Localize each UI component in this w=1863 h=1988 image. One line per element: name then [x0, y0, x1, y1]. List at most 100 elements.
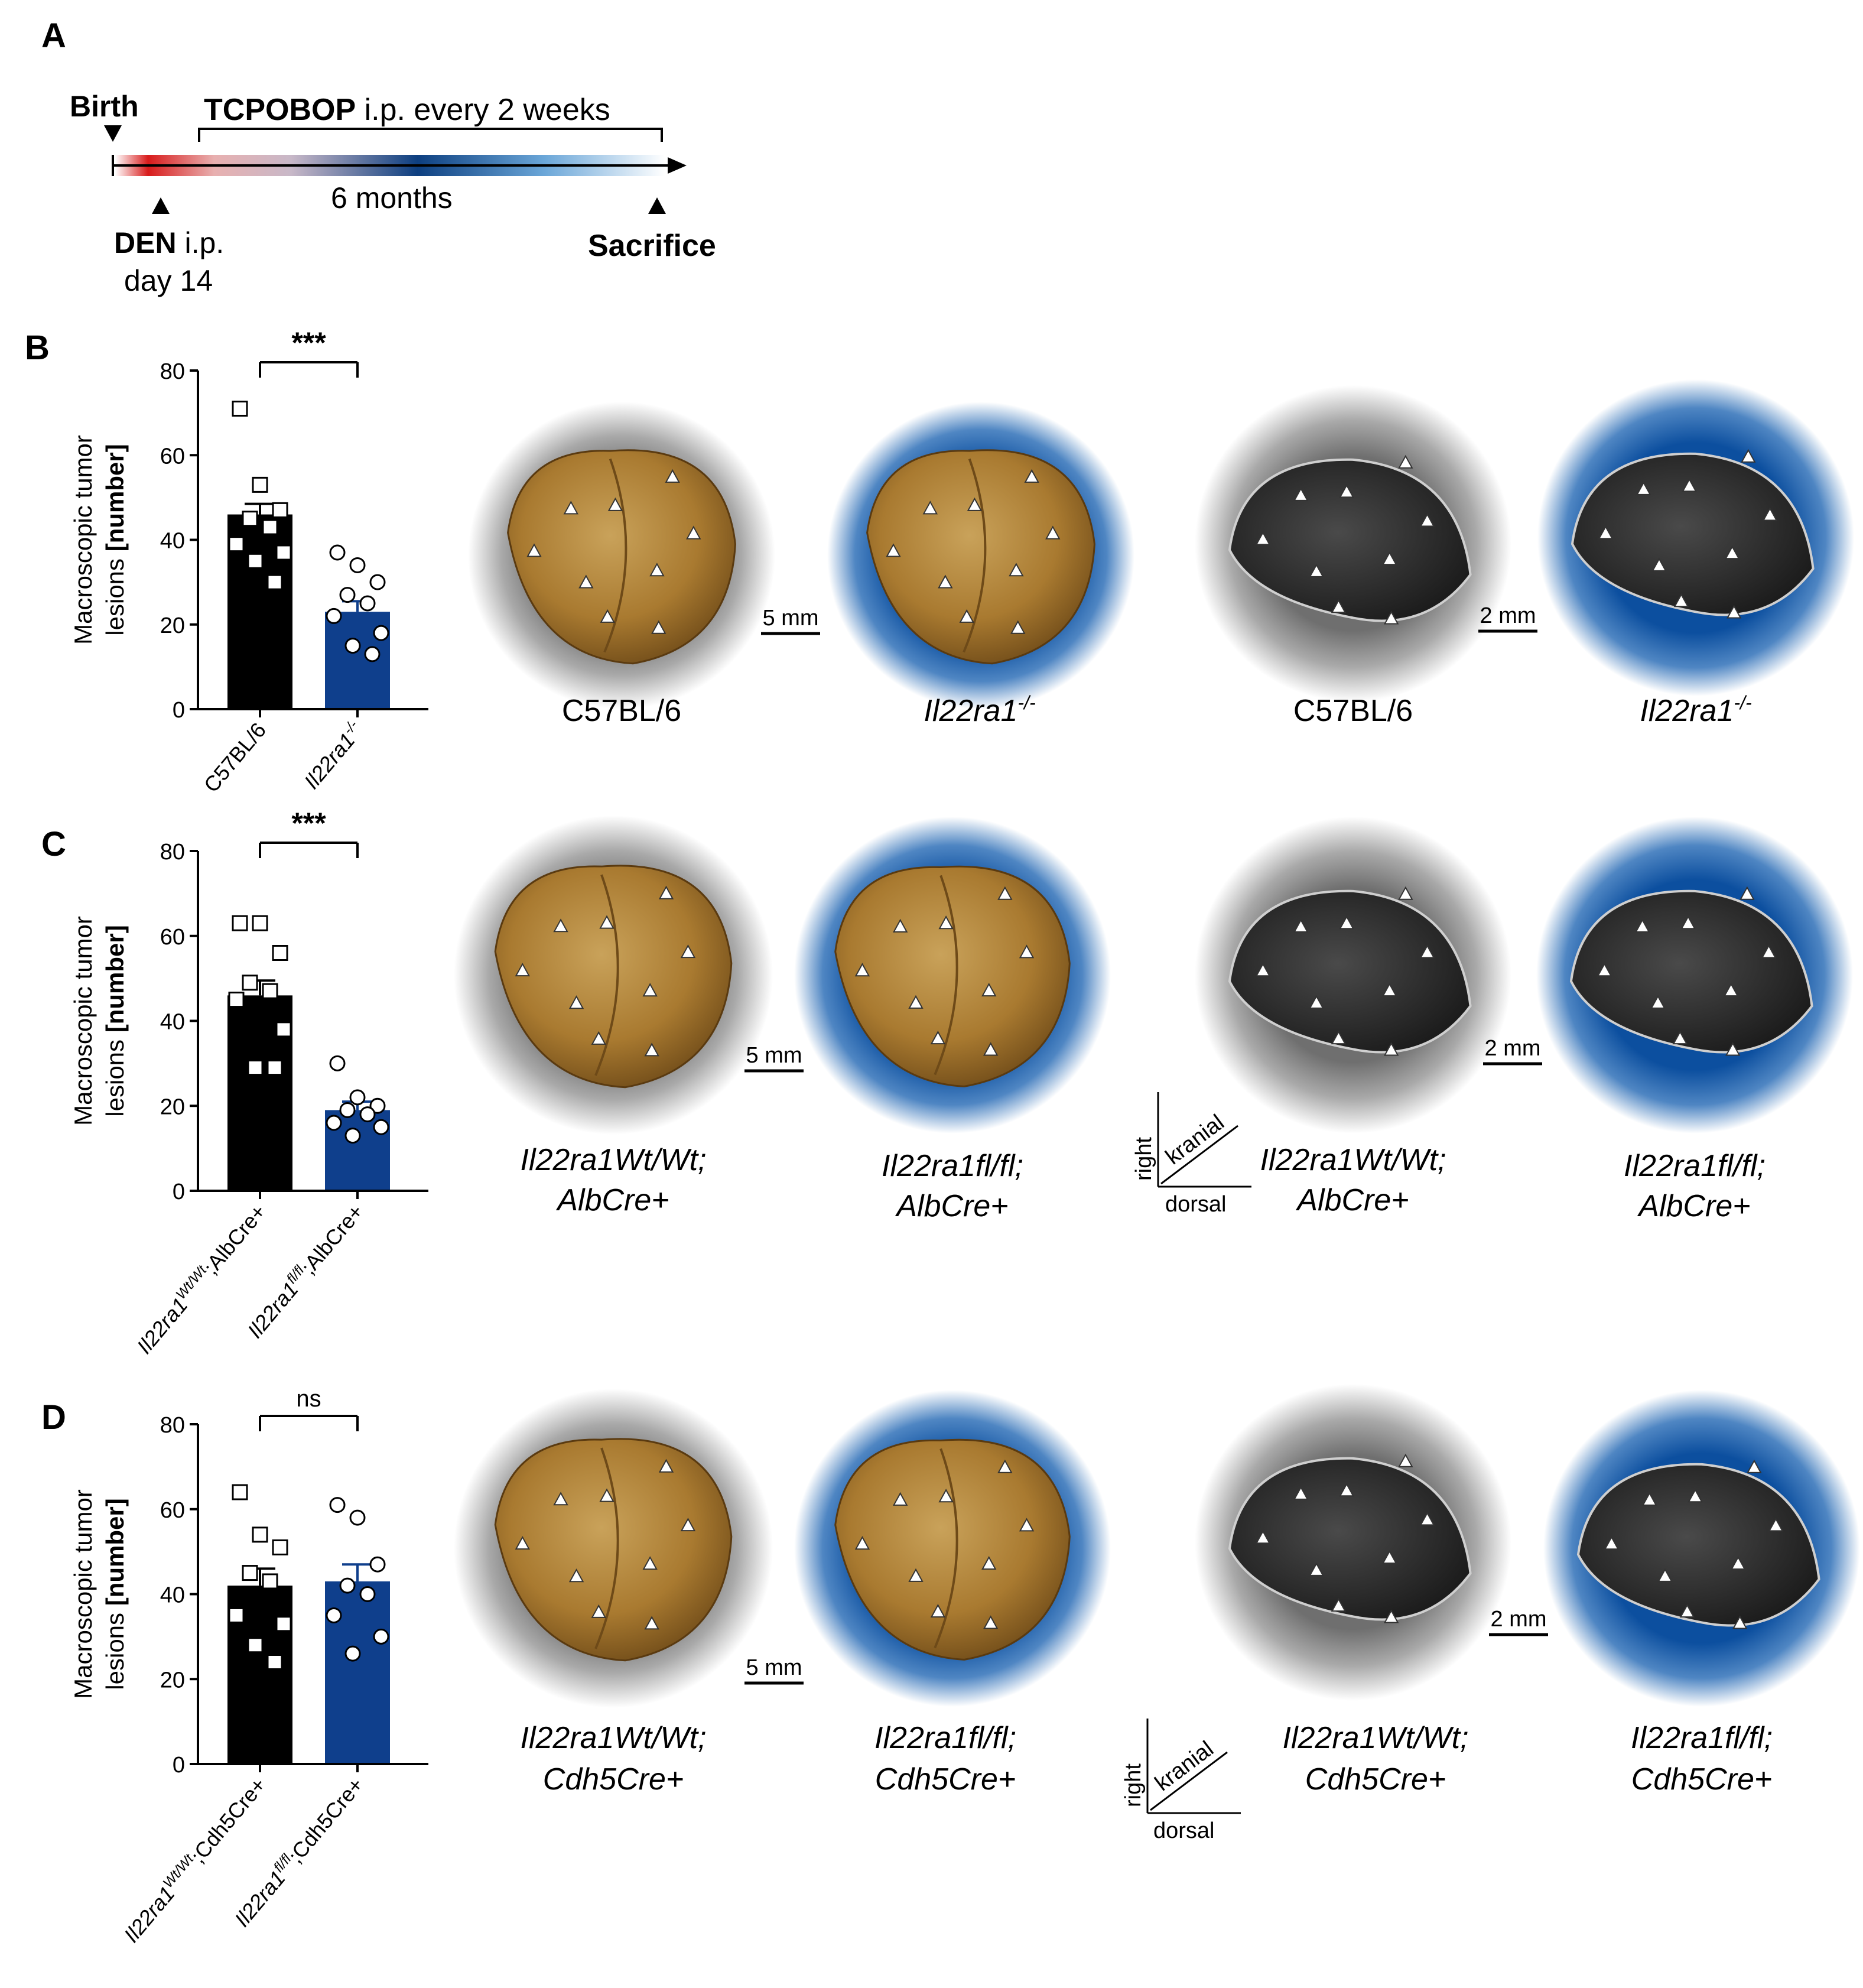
label-c-liver-wt-2: AlbCre+	[555, 1183, 669, 1217]
data-point	[228, 536, 245, 553]
den-marker	[152, 197, 170, 214]
data-point	[344, 638, 361, 654]
scale-bar-label: 2 mm	[1491, 1607, 1547, 1632]
mri-slice	[1571, 452, 1815, 616]
scale-bar-label: 2 mm	[1485, 1036, 1541, 1061]
tumor-arrowhead	[1398, 1453, 1413, 1467]
tumor-arrowhead	[1680, 915, 1696, 930]
data-point	[359, 1586, 376, 1602]
y-tick-label: 0	[173, 1180, 185, 1204]
tumor-arrowhead	[1309, 563, 1324, 577]
label-d-mri-ko-1: Il22ra1fl/fl;	[1631, 1721, 1773, 1755]
tumor-arrowhead	[1398, 454, 1413, 469]
scale-bar-label: 5 mm	[746, 1043, 802, 1068]
data-point	[339, 587, 356, 603]
data-point	[329, 1497, 346, 1513]
orientation-dorsal-c: dorsal	[1165, 1192, 1227, 1217]
data-point	[359, 595, 376, 612]
tumor-arrowhead	[1382, 551, 1397, 566]
y-axis-label-line1: Macroscopic tumor	[69, 1489, 97, 1699]
tumor-arrowhead	[1019, 1518, 1035, 1532]
tumor-arrowhead	[1672, 1031, 1688, 1045]
y-tick-label: 0	[173, 698, 185, 723]
label-c-mri-ko-1: Il22ra1fl/fl;	[1624, 1149, 1766, 1183]
image-b-liver-wt	[468, 402, 775, 709]
tumor-arrowhead	[1419, 513, 1435, 527]
y-tick-label: 80	[160, 840, 185, 865]
tumor-arrowhead	[892, 1492, 908, 1506]
tumor-arrowhead	[1688, 1489, 1703, 1503]
y-tick-label: 40	[160, 529, 185, 554]
label-d-mri-ko-2: Cdh5Cre+	[1631, 1762, 1772, 1797]
label-b-mri-ko: Il22ra1-/-	[1640, 692, 1751, 728]
tumor-arrowhead	[1309, 995, 1324, 1009]
data-point	[272, 945, 288, 961]
birth-label: Birth	[70, 90, 139, 123]
bar-chart-c: 0 20 40 60 80 Macroscopic tumor lesions [numbe…	[69, 807, 428, 1359]
data-point	[349, 557, 366, 573]
label-d-liver-ko-1: Il22ra1fl/fl;	[874, 1721, 1016, 1755]
label-d-liver-wt-1: Il22ra1Wt/Wt;	[521, 1721, 707, 1755]
tumor-arrowhead	[680, 944, 696, 959]
label-c-liver-wt-1: Il22ra1Wt/Wt;	[521, 1143, 707, 1177]
data-point	[339, 1102, 356, 1118]
data-point	[275, 1616, 292, 1632]
significance-label: ***	[291, 326, 326, 359]
data-point	[266, 1060, 283, 1076]
orientation-right-c: right	[1132, 1137, 1156, 1181]
liver-lobe-line	[594, 874, 619, 1076]
mri-slice	[1228, 458, 1472, 622]
tumor-arrowhead	[553, 1492, 568, 1506]
image-panels: 5 mm 2 mm 5 mm 2 mm 5 mm 2 mm	[454, 379, 1860, 1708]
y-axis-label-line1: Macroscopic tumor	[69, 916, 97, 1126]
tumor-arrowhead	[1383, 1042, 1399, 1056]
liver-photo	[834, 865, 1071, 1087]
image-b-mri-wt	[1195, 385, 1511, 702]
tumor-arrowhead	[1293, 1486, 1309, 1500]
panel-label-b: B	[25, 329, 50, 367]
tumor-arrowhead	[658, 1458, 674, 1473]
liver-lobe-line	[934, 1448, 958, 1649]
tumor-arrowhead	[1024, 469, 1039, 483]
tumor-arrowhead	[1598, 525, 1614, 540]
tumor-arrowhead	[1045, 525, 1061, 540]
tumor-arrowhead	[515, 963, 530, 977]
tumor-arrowhead	[1010, 620, 1026, 634]
tumor-arrowhead	[1732, 1615, 1748, 1629]
tumor-arrowhead	[568, 1568, 584, 1583]
tumor-arrowhead	[686, 525, 701, 540]
label-d-liver-wt-2: Cdh5Cre+	[543, 1762, 684, 1797]
tumor-arrowhead	[1657, 1568, 1673, 1582]
tumor-arrowhead	[1673, 593, 1689, 608]
label-d-liver-ko-2: Cdh5Cre+	[875, 1762, 1016, 1797]
tumor-arrowhead	[642, 1556, 658, 1570]
tumor-arrowhead	[930, 1604, 946, 1618]
tumor-arrowhead	[526, 543, 542, 557]
tumor-arrowhead	[1382, 1550, 1397, 1564]
data-point	[262, 1573, 278, 1590]
tumor-arrowhead	[600, 609, 615, 623]
y-tick-label: 40	[160, 1010, 185, 1035]
category-label: Il22ra1-/-	[298, 717, 368, 793]
tumor-arrowhead	[651, 620, 666, 634]
data-point	[242, 974, 258, 991]
image-d-mri-wt	[1195, 1384, 1511, 1701]
tumor-arrowhead	[599, 1488, 615, 1502]
label-c-liver-ko-1: Il22ra1fl/fl;	[882, 1149, 1023, 1183]
orientation-key-c: right kranial dorsal	[1132, 1092, 1251, 1217]
tumor-arrowhead	[938, 1489, 954, 1503]
y-tick-label: 0	[173, 1753, 185, 1778]
birth-marker	[104, 125, 122, 142]
tumor-arrowhead	[1604, 1536, 1620, 1550]
scale-bar-c-mri: 2 mm	[1483, 1036, 1542, 1066]
tumor-arrowhead	[1398, 886, 1413, 900]
tumor-arrowhead	[886, 543, 901, 557]
tumor-arrowhead	[644, 1042, 659, 1057]
significance-label: ns	[296, 1386, 321, 1412]
image-c-liver-wt	[454, 816, 773, 1135]
y-tick-label: 60	[160, 1498, 185, 1523]
tumor-arrowhead	[1679, 1604, 1695, 1618]
duration-label: 6 months	[331, 181, 453, 215]
panel-a: A Birth TCPOBOP i.p. every 2 weeks 6 mon…	[41, 17, 716, 297]
